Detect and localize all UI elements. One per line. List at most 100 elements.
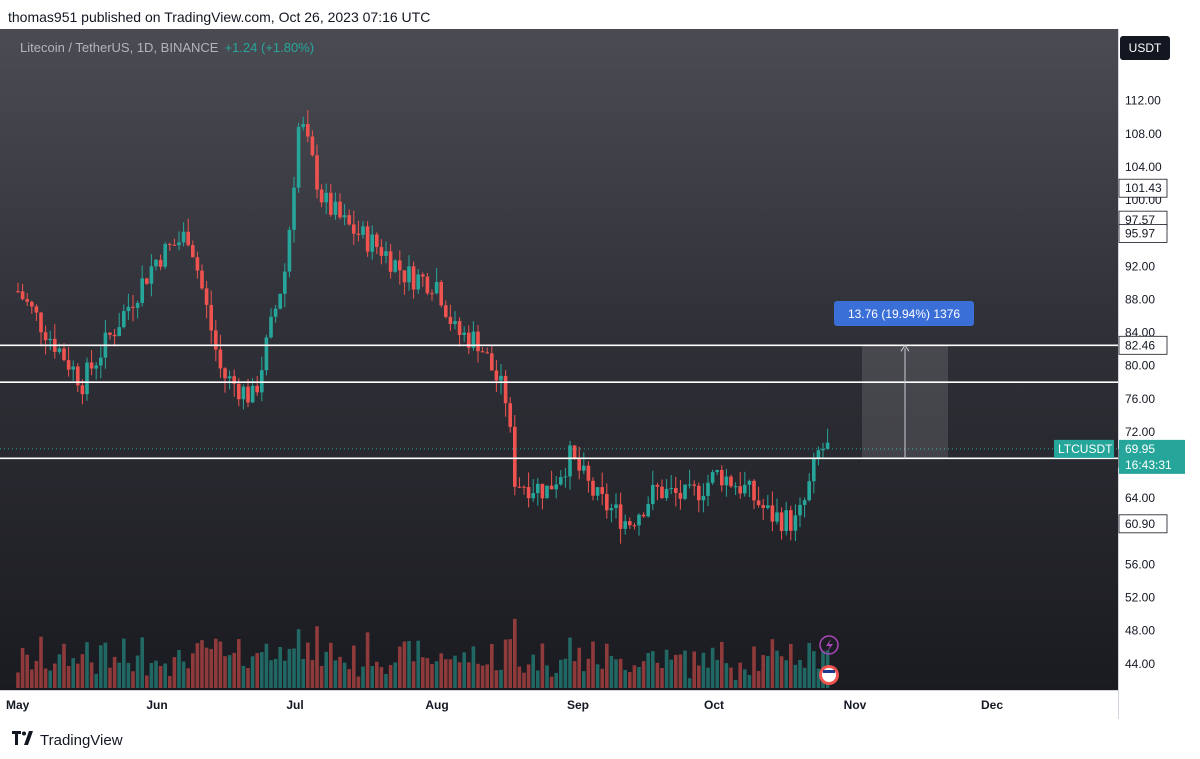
volume-bar [131, 671, 135, 688]
volume-bar [605, 643, 609, 688]
chart-pane[interactable] [0, 29, 1118, 690]
candle-body [738, 486, 742, 494]
volume-bar [398, 646, 402, 688]
candle-body [701, 495, 706, 501]
candle-body [508, 403, 512, 427]
candle-body [655, 484, 660, 487]
volume-bar [421, 657, 425, 688]
candle-body [356, 233, 361, 235]
volume-bar [375, 661, 379, 688]
volume-bar [789, 643, 793, 688]
volume-bar [278, 646, 282, 688]
currency-button[interactable]: USDT [1120, 36, 1170, 60]
volume-bar [329, 642, 333, 688]
candle-body [549, 485, 554, 490]
volume-bar [384, 673, 388, 688]
candle-body [296, 127, 301, 188]
volume-bar [775, 650, 779, 688]
x-tick-label: Oct [704, 698, 724, 712]
volume-bar [766, 656, 770, 688]
price-axis[interactable] [1118, 29, 1200, 719]
candle-body [545, 485, 549, 499]
volume-bar [411, 661, 416, 688]
candle-body [154, 259, 158, 267]
volume-bar [126, 662, 131, 688]
tradingview-footer[interactable]: TradingView [12, 731, 123, 749]
y-tick-label: 108.00 [1125, 127, 1162, 141]
volume-bar [338, 656, 342, 688]
candle-body [237, 383, 241, 400]
volume-bar [710, 647, 715, 688]
volume-bar [57, 654, 62, 688]
candle-body [172, 244, 177, 246]
candle-body [563, 476, 568, 478]
candle-body [379, 246, 384, 256]
volume-bar [517, 666, 522, 688]
candle-body [623, 521, 627, 529]
symbol-tag-bg [1054, 439, 1114, 458]
volume-bar [172, 657, 177, 688]
volume-bar [526, 664, 531, 688]
candle-body [411, 266, 416, 290]
volume-bar [434, 661, 439, 688]
candle-body [793, 515, 798, 531]
candle-body [416, 274, 420, 290]
volume-bar [103, 642, 108, 688]
volume-bar [200, 640, 204, 688]
candle-body [434, 282, 439, 294]
volume-bar [816, 668, 821, 688]
volume-bar [149, 663, 154, 688]
time-axis[interactable] [0, 690, 1118, 720]
candle-body [678, 492, 683, 499]
volume-bar [733, 679, 738, 688]
candle-body [20, 291, 25, 300]
volume-bar [209, 649, 213, 688]
candle-body [269, 316, 273, 338]
candle-body [324, 192, 328, 203]
volume-bar [306, 642, 310, 688]
candle-body [812, 458, 816, 482]
candle-body [802, 500, 807, 505]
y-tick-label: 76.00 [1125, 392, 1155, 406]
candle-body [448, 316, 453, 325]
candle-body [278, 293, 282, 309]
y-tick-label: 44.00 [1125, 657, 1155, 671]
candle-body [163, 243, 167, 267]
candle-body [641, 514, 646, 517]
candle-body [301, 124, 305, 128]
price-label: 101.43 [1125, 181, 1162, 195]
volume-bar [618, 658, 623, 688]
volume-bar [292, 648, 296, 688]
volume-bar [637, 667, 641, 688]
volume-bar [485, 664, 489, 688]
candle-body [784, 510, 788, 532]
candle-body [34, 306, 39, 313]
volume-bar [393, 662, 397, 688]
volume-bar [448, 659, 453, 688]
volume-bar [674, 654, 678, 688]
y-tick-label: 88.00 [1125, 292, 1155, 306]
volume-bar [250, 656, 255, 688]
candle-body [232, 376, 236, 384]
symbol-title: Litecoin / TetherUS, 1D, BINANCE +1.24 (+… [20, 40, 314, 55]
volume-bar [729, 667, 733, 688]
volume-bar [494, 670, 499, 688]
y-tick-label: 48.00 [1125, 624, 1155, 638]
candle-body [191, 245, 195, 258]
volume-bar [407, 640, 411, 688]
candle-body [310, 136, 315, 156]
volume-bar [310, 660, 315, 688]
candle-body [821, 448, 825, 451]
candle-body [586, 465, 591, 481]
candle-body [770, 505, 775, 522]
current-price-box [1119, 439, 1185, 474]
volume-bar [651, 651, 655, 688]
volume-bar [476, 663, 480, 688]
candle-body [122, 311, 126, 328]
candle-body [204, 288, 209, 305]
volume-bar [342, 662, 347, 688]
volume-bar [577, 647, 581, 688]
measure-label-bg [834, 301, 974, 326]
candle-body [651, 484, 655, 505]
